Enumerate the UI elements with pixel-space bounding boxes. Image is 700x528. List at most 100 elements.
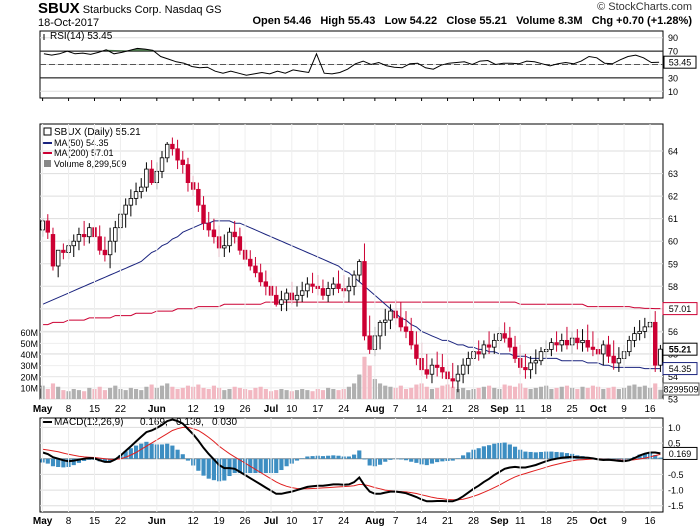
- macd-histogram-bar: [180, 454, 185, 459]
- chg-value: +0.70 (+1.28%): [616, 15, 692, 27]
- macd-histogram-bar: [258, 458, 263, 474]
- macd-histogram-bar: [398, 458, 403, 460]
- candle-body: [144, 168, 149, 188]
- volume-bar: [274, 390, 279, 399]
- macd-histogram-bar: [196, 458, 201, 471]
- candle-body: [357, 261, 362, 276]
- price-tick-label: 62: [668, 192, 678, 202]
- price-x-label: 9: [621, 404, 627, 415]
- candle-body: [434, 364, 440, 368]
- volume-value-tag: 8299509: [663, 385, 698, 395]
- candle-body: [627, 339, 632, 353]
- volume-value-tag-box: [662, 382, 700, 396]
- macd-histogram-bar: [481, 446, 486, 459]
- macd-x-label: 19: [214, 516, 226, 527]
- candle-body: [299, 290, 305, 296]
- macd-histogram-bar: [263, 458, 268, 474]
- candle-body: [367, 335, 372, 350]
- volume-bar: [300, 388, 305, 399]
- candle-body: [606, 344, 611, 357]
- candle-body: [377, 321, 383, 337]
- volume-tick-label: 30M: [20, 361, 38, 371]
- macd-histogram-bar: [476, 448, 481, 459]
- price-x-label: Aug: [365, 404, 384, 415]
- volume-bar: [279, 388, 284, 399]
- volume-bar: [533, 387, 538, 399]
- candle-body: [170, 143, 175, 150]
- candle-body: [294, 294, 300, 301]
- candle-body: [590, 346, 596, 350]
- candle-body: [616, 358, 622, 364]
- candle-body: [455, 373, 461, 382]
- macd-x-label: 18: [541, 516, 553, 527]
- volume-bar: [653, 383, 658, 399]
- macd-histogram-bar: [123, 451, 128, 459]
- macd-histogram-bar: [253, 458, 258, 474]
- candle-body: [227, 231, 232, 247]
- volume-bar: [196, 384, 201, 399]
- macd-histogram-bar: [346, 456, 351, 459]
- candle-body: [502, 333, 507, 339]
- macd-x-label: 28: [468, 516, 480, 527]
- rsi-value-tag-box: [663, 55, 697, 69]
- volume-bar: [71, 388, 76, 399]
- macd-histogram-bar: [466, 452, 471, 459]
- macd-x-label: 14: [416, 516, 428, 527]
- volume-bar: [253, 387, 258, 399]
- volume-bar: [133, 388, 139, 399]
- volume-bar: [232, 386, 237, 399]
- candle-body: [232, 231, 237, 238]
- volume-bar: [367, 365, 372, 399]
- price-x-label: 17: [312, 404, 324, 415]
- macd-histogram-bar: [82, 458, 87, 461]
- price-tick-label: 54: [668, 372, 678, 382]
- volume-bar: [320, 390, 326, 399]
- macd-x-label: May: [33, 516, 53, 527]
- price-legend: SBUX (Daily) 55.21: [54, 127, 141, 138]
- candle-body: [180, 159, 185, 165]
- candle-body: [331, 283, 336, 289]
- macd-tick-label: 0.5: [668, 439, 681, 449]
- macd-x-label: 7: [393, 516, 399, 527]
- macd-x-label: 24: [338, 516, 350, 527]
- volume-bar: [492, 387, 497, 399]
- macd-histogram-bar: [487, 445, 492, 459]
- company-name: Starbucks Corp. Nasdaq GS: [82, 4, 222, 16]
- macd-histogram-bar: [61, 458, 66, 468]
- rsi-tick-label: 10: [668, 87, 678, 97]
- macd-histogram-bar: [71, 458, 76, 466]
- macd-histogram-bar: [139, 443, 144, 459]
- low-value: 54.22: [409, 15, 438, 27]
- volume-bar: [601, 388, 606, 399]
- macd-histogram-bar: [388, 458, 393, 460]
- candle-body: [253, 265, 258, 274]
- candle-body: [403, 326, 409, 332]
- macd-histogram-bar: [492, 443, 497, 459]
- volume-bar: [87, 387, 92, 399]
- macd-histogram-bar: [403, 458, 409, 461]
- macd-histogram-bar: [502, 442, 507, 459]
- volume-bar: [466, 390, 471, 399]
- volume-bar: [627, 385, 632, 399]
- macd-histogram-bar: [144, 441, 149, 459]
- macd-x-label: Jun: [148, 516, 166, 527]
- candle-body: [388, 310, 393, 321]
- macd-histogram-bar: [300, 458, 305, 459]
- volume-bar: [284, 390, 289, 399]
- ma50-legend: MA(50) 54.35: [54, 138, 109, 148]
- volume-legend-swatch: [44, 160, 51, 167]
- price-x-label: 28: [468, 404, 480, 415]
- macd-histogram-bar: [232, 458, 237, 474]
- macd-histogram-bar: [279, 458, 284, 471]
- price-x-label: 25: [567, 404, 579, 415]
- price-tick-label: 59: [668, 259, 678, 269]
- volume-bar: [258, 386, 263, 399]
- open-value: 54.46: [283, 15, 312, 27]
- macd-tick-label: -1.5: [668, 501, 684, 511]
- macd-histogram-bar: [56, 458, 61, 468]
- volume-bar: [357, 374, 362, 399]
- volume-tick-label: 10M: [20, 383, 38, 393]
- candle-body: [201, 204, 206, 224]
- volume-bar: [523, 387, 528, 399]
- volume-bar: [248, 390, 253, 399]
